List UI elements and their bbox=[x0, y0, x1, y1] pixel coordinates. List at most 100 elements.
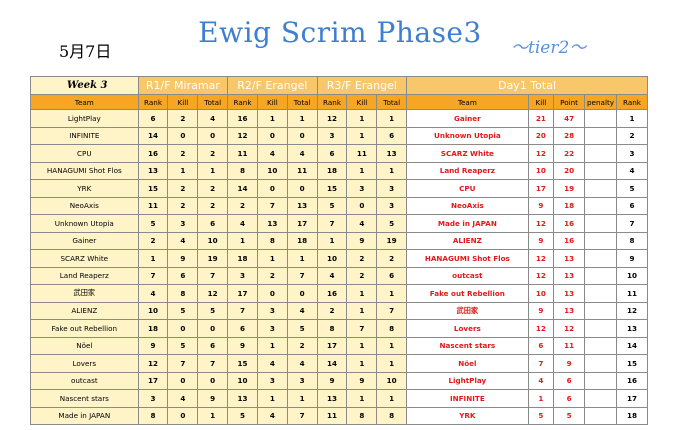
r1-kill-cell: 7 bbox=[167, 354, 199, 373]
total-penalty-cell bbox=[584, 371, 617, 390]
total-penalty-cell bbox=[584, 249, 617, 268]
r1-rank-cell: 7 bbox=[137, 266, 169, 285]
r2-total-cell: 18 bbox=[286, 231, 318, 250]
r1-rank-cell: 12 bbox=[137, 354, 169, 373]
r1-rank-cell: 18 bbox=[137, 319, 169, 338]
r1-kill-cell: 1 bbox=[167, 161, 199, 180]
r2-kill-cell: 4 bbox=[256, 406, 288, 425]
total-penalty-cell bbox=[584, 319, 617, 338]
total-penalty-cell bbox=[584, 109, 617, 128]
r2-rank-cell: 2 bbox=[227, 196, 258, 215]
r1-total-cell: 1 bbox=[197, 406, 229, 425]
r3-rank-cell: 13 bbox=[316, 389, 348, 408]
r1-kill-cell: 8 bbox=[167, 284, 199, 303]
total-rank-cell: 9 bbox=[615, 249, 649, 268]
r2-total-cell: 4 bbox=[286, 144, 318, 163]
r2-kill-cell: 4 bbox=[256, 144, 288, 163]
table-row: Gainer 2 4 10 1 8 18 1 9 19 ALIENZ 9 16 8 bbox=[30, 231, 649, 250]
r1-total-cell: 4 bbox=[197, 109, 229, 128]
col-header-r1-rank: Rank bbox=[137, 94, 169, 110]
r3-kill-cell: 1 bbox=[346, 336, 378, 355]
r1-total-cell: 2 bbox=[197, 179, 229, 198]
total-kill-cell: 12 bbox=[527, 144, 555, 163]
total-rank-cell: 13 bbox=[615, 319, 649, 338]
table-row: Land Reaperz 7 6 7 3 2 7 4 2 6 outcast 12 13 10 bbox=[30, 266, 649, 285]
r2-rank-cell: 11 bbox=[227, 144, 258, 163]
total-kill-cell: 5 bbox=[527, 406, 555, 425]
col-header-r3-kill: Kill bbox=[346, 94, 378, 110]
col-header-total-rank: Rank bbox=[615, 94, 649, 110]
total-point-cell: 16 bbox=[553, 231, 586, 250]
total-kill-cell: 9 bbox=[527, 196, 555, 215]
table-row: HANAGUMI Shot Flos 13 1 1 8 10 11 18 1 1 Land Reap… bbox=[30, 161, 649, 180]
team-name: ALIENZ bbox=[30, 301, 139, 320]
r1-rank-cell: 17 bbox=[137, 371, 169, 390]
total-team-name: SCARZ White bbox=[406, 144, 529, 163]
r2-rank-cell: 4 bbox=[227, 214, 258, 233]
total-team-name: Gainer bbox=[406, 109, 529, 128]
total-rank-cell: 5 bbox=[615, 179, 649, 198]
total-team-name: HANAGUMI Shot Flos bbox=[406, 249, 529, 268]
r1-kill-cell: 0 bbox=[167, 126, 199, 145]
table-row: CPU 16 2 2 11 4 4 6 11 13 SCARZ White 12 22 3 bbox=[30, 144, 649, 163]
col-header-r2-kill: Kill bbox=[256, 94, 288, 110]
r2-total-cell: 2 bbox=[286, 336, 318, 355]
r3-rank-cell: 1 bbox=[316, 231, 348, 250]
r2-rank-cell: 6 bbox=[227, 319, 258, 338]
total-team-name: NeoAxis bbox=[406, 196, 529, 215]
r3-kill-cell: 9 bbox=[346, 371, 378, 390]
r3-total-cell: 3 bbox=[376, 196, 408, 215]
r3-kill-cell: 0 bbox=[346, 196, 378, 215]
r2-kill-cell: 0 bbox=[256, 126, 288, 145]
total-penalty-cell bbox=[584, 214, 617, 233]
team-name: Unknown Utopia bbox=[30, 214, 139, 233]
r3-total-cell: 1 bbox=[376, 354, 408, 373]
total-penalty-cell bbox=[584, 196, 617, 215]
total-rank-cell: 2 bbox=[615, 126, 649, 145]
total-rank-cell: 11 bbox=[615, 284, 649, 303]
total-point-cell: 47 bbox=[553, 109, 586, 128]
r3-rank-cell: 15 bbox=[316, 179, 348, 198]
group-header-r2: R2/F Erangel bbox=[227, 76, 318, 95]
total-penalty-cell bbox=[584, 354, 617, 373]
total-penalty-cell bbox=[584, 336, 617, 355]
r3-total-cell: 6 bbox=[376, 126, 408, 145]
r3-kill-cell: 8 bbox=[346, 406, 378, 425]
total-kill-cell: 20 bbox=[527, 126, 555, 145]
total-penalty-cell bbox=[584, 126, 617, 145]
r2-kill-cell: 0 bbox=[256, 179, 288, 198]
r3-total-cell: 1 bbox=[376, 389, 408, 408]
r2-rank-cell: 18 bbox=[227, 249, 258, 268]
table-row: 武田家 4 8 12 17 0 0 16 1 1 Fake out Rebellion 10 13 11 bbox=[30, 284, 649, 303]
r2-rank-cell: 16 bbox=[227, 109, 258, 128]
team-name: LightPlay bbox=[30, 109, 139, 128]
r3-total-cell: 1 bbox=[376, 161, 408, 180]
r3-rank-cell: 7 bbox=[316, 214, 348, 233]
total-point-cell: 11 bbox=[553, 336, 586, 355]
team-name: outcast bbox=[30, 371, 139, 390]
r3-total-cell: 1 bbox=[376, 284, 408, 303]
team-name: SCARZ White bbox=[30, 249, 139, 268]
team-name: HANAGUMI Shot Flos bbox=[30, 161, 139, 180]
team-name: Gainer bbox=[30, 231, 139, 250]
week-label: Week 3 bbox=[30, 76, 139, 95]
r1-kill-cell: 2 bbox=[167, 109, 199, 128]
total-rank-cell: 6 bbox=[615, 196, 649, 215]
total-rank-cell: 3 bbox=[615, 144, 649, 163]
total-kill-cell: 12 bbox=[527, 249, 555, 268]
r2-kill-cell: 3 bbox=[256, 371, 288, 390]
r3-kill-cell: 1 bbox=[346, 301, 378, 320]
total-rank-cell: 8 bbox=[615, 231, 649, 250]
total-penalty-cell bbox=[584, 161, 617, 180]
r2-total-cell: 4 bbox=[286, 354, 318, 373]
r1-rank-cell: 8 bbox=[137, 406, 169, 425]
total-team-name: 武田家 bbox=[406, 301, 529, 320]
page-title: Ewig Scrim Phase3 bbox=[198, 16, 482, 49]
total-point-cell: 28 bbox=[553, 126, 586, 145]
r1-total-cell: 6 bbox=[197, 214, 229, 233]
group-header-r1: R1/F Miramar bbox=[137, 76, 229, 95]
table-row: Lovers 12 7 7 15 4 4 14 1 1 Nöel 7 9 15 bbox=[30, 354, 649, 373]
total-team-name: YRK bbox=[406, 406, 529, 425]
r3-rank-cell: 5 bbox=[316, 196, 348, 215]
r2-rank-cell: 17 bbox=[227, 284, 258, 303]
